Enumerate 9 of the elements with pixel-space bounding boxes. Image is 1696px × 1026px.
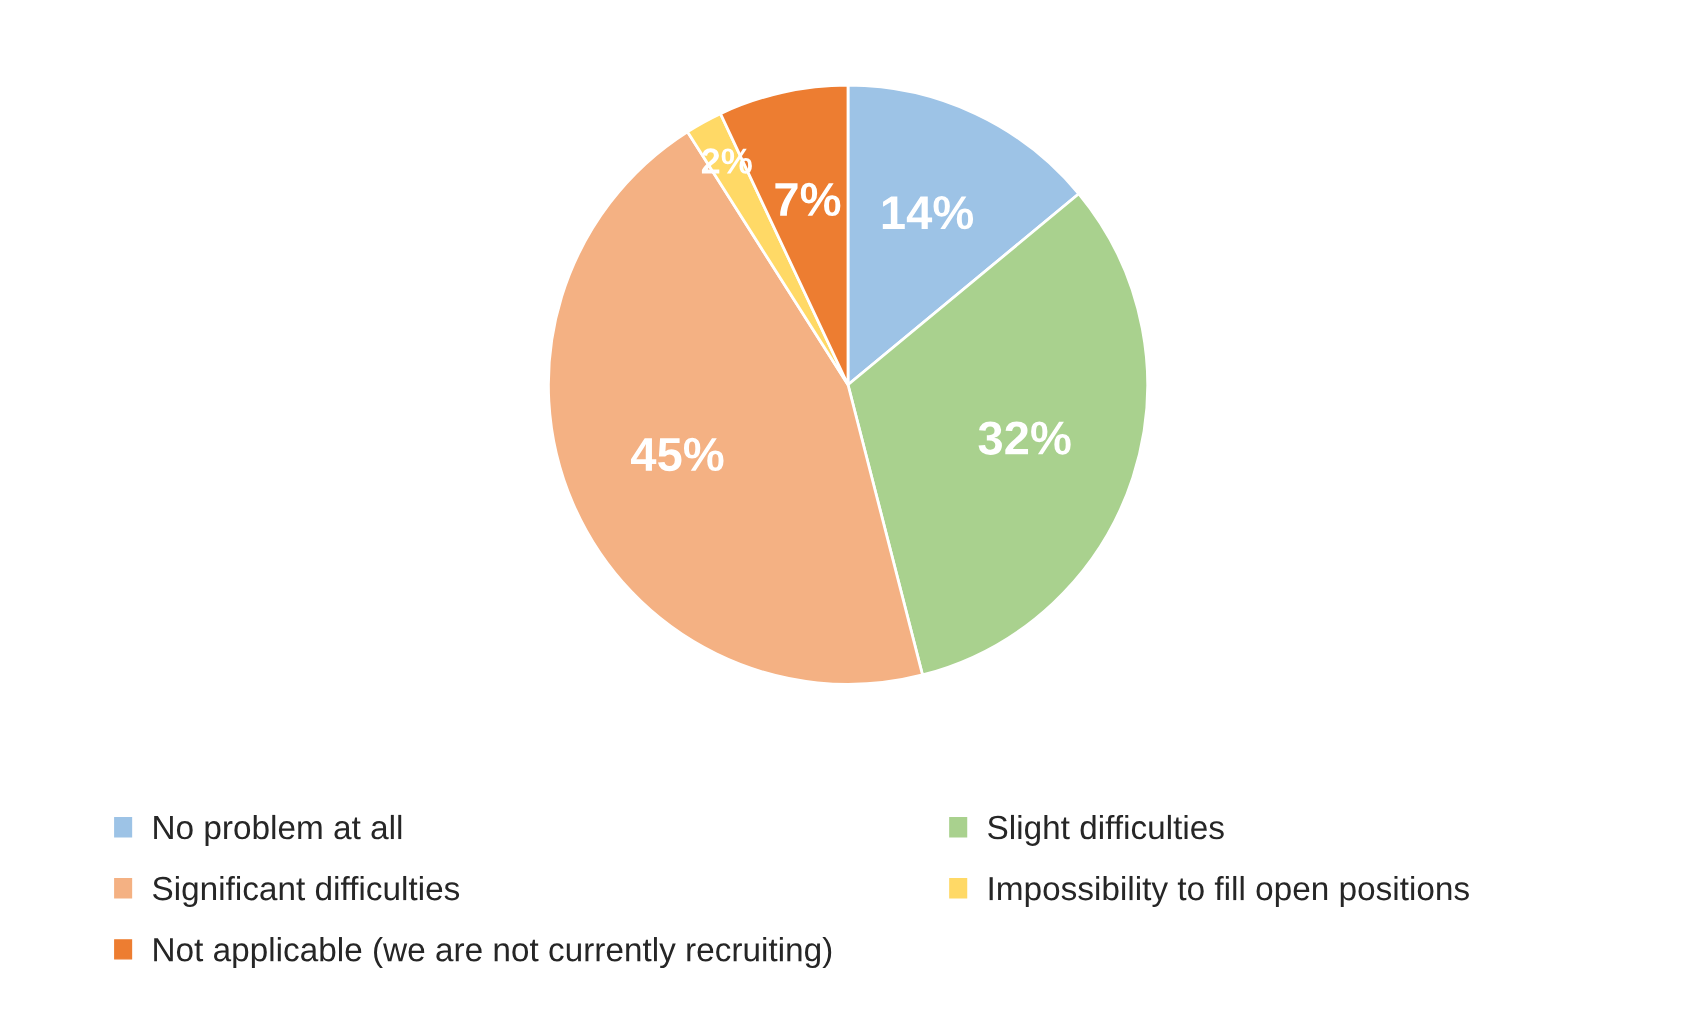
legend-label: Slight difficulties [988,814,1224,846]
legend-label: Not applicable (we are not currently recruiting) [154,937,832,969]
legend-label: Significant difficulties [152,875,460,908]
data-label: 14% [882,196,974,230]
data-label: 45% [630,437,724,472]
data-label: 32% [978,421,1071,455]
data-label: 7% [775,182,841,217]
legend-label: No problem at all [154,814,402,846]
legend-label: Impossibility to fill open positions [989,875,1469,908]
